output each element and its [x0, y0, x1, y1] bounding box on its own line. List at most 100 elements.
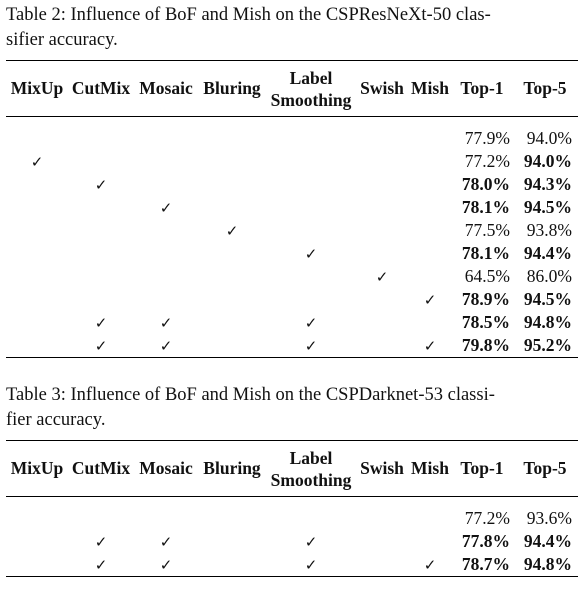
check-cell	[266, 150, 356, 173]
check-cell	[356, 173, 408, 196]
check-cell	[6, 553, 68, 577]
table3: MixUp CutMix Mosaic Bluring Label Smooth…	[6, 440, 578, 577]
check-cell	[356, 507, 408, 530]
top5-value: 94.0%	[526, 128, 572, 149]
check-cell: ✓	[408, 553, 452, 577]
header-mosaic: Mosaic	[134, 60, 198, 117]
header-top1: Top-1	[452, 440, 512, 497]
top1-value: 77.5%	[464, 220, 510, 241]
header-top1: Top-1	[452, 60, 512, 117]
check-cell	[198, 334, 266, 358]
check-cell	[356, 150, 408, 173]
check-cell	[134, 507, 198, 530]
check-cell	[68, 219, 134, 242]
header-label-line2: Smoothing	[270, 89, 352, 110]
check-cell: ✓	[68, 173, 134, 196]
top1-value: 64.5%	[464, 266, 510, 287]
checkmark-icon: ✓	[94, 555, 108, 574]
header-mish: Mish	[408, 440, 452, 497]
checkmark-icon: ✓	[304, 555, 318, 574]
checkmark-icon: ✓	[304, 336, 318, 355]
spacer-cell	[6, 117, 578, 128]
top1-value: 78.7%	[461, 554, 510, 575]
check-cell	[356, 311, 408, 334]
table-row: ✓ 78.1% 94.4%	[6, 242, 578, 265]
header-cutmix: CutMix	[68, 440, 134, 497]
checkmark-icon: ✓	[94, 313, 108, 332]
checkmark-icon: ✓	[375, 267, 389, 286]
table-row: ✓ ✓ ✓ ✓ 78.7% 94.8%	[6, 553, 578, 577]
check-cell	[68, 127, 134, 150]
check-cell: ✓	[198, 219, 266, 242]
header-label-line1: Label	[289, 447, 333, 468]
check-cell: ✓	[266, 530, 356, 553]
checkmark-icon: ✓	[94, 175, 108, 194]
check-cell	[198, 173, 266, 196]
checkmark-icon: ✓	[159, 336, 173, 355]
check-cell	[408, 173, 452, 196]
check-cell	[356, 196, 408, 219]
check-cell	[6, 173, 68, 196]
check-cell	[266, 288, 356, 311]
top1-value: 78.5%	[461, 312, 510, 333]
checkmark-icon: ✓	[159, 198, 173, 217]
table3-body: 77.2% 93.6% ✓ ✓ ✓ 77.8% 94.4% ✓ ✓ ✓ ✓ 78.7% 94.8%	[6, 497, 578, 577]
check-cell	[6, 127, 68, 150]
top5-value: 86.0%	[526, 266, 572, 287]
check-cell: ✓	[6, 150, 68, 173]
check-cell	[134, 242, 198, 265]
header-label-smoothing: Label Smoothing	[266, 60, 356, 117]
header-top5: Top-5	[512, 60, 578, 117]
check-cell	[198, 150, 266, 173]
check-cell	[266, 219, 356, 242]
checkmark-icon: ✓	[159, 555, 173, 574]
table-row: ✓ 78.9% 94.5%	[6, 288, 578, 311]
check-cell	[408, 127, 452, 150]
check-cell	[408, 150, 452, 173]
check-cell	[356, 530, 408, 553]
top1-value: 78.0%	[461, 174, 510, 195]
table-row: 77.2% 93.6%	[6, 507, 578, 530]
header-mixup: MixUp	[6, 60, 68, 117]
check-cell	[266, 127, 356, 150]
header-label-smoothing: Label Smoothing	[266, 440, 356, 497]
check-cell: ✓	[134, 334, 198, 358]
header-bluring: Bluring	[198, 60, 266, 117]
check-cell	[198, 530, 266, 553]
check-cell: ✓	[134, 530, 198, 553]
check-cell	[408, 311, 452, 334]
checkmark-icon: ✓	[304, 313, 318, 332]
spacer-cell	[6, 497, 578, 508]
check-cell	[68, 507, 134, 530]
checkmark-icon: ✓	[159, 313, 173, 332]
check-cell	[134, 219, 198, 242]
check-cell	[266, 173, 356, 196]
check-cell	[6, 219, 68, 242]
table2-caption: Table 2: Influence of BoF and Mish on th…	[6, 3, 578, 53]
table-row: ✓ 77.5% 93.8%	[6, 219, 578, 242]
table2-body: 77.9% 94.0% ✓ 77.2% 94.0% ✓ 78.0% 94.3% ✓ 78.1% 94…	[6, 117, 578, 358]
check-cell: ✓	[266, 334, 356, 358]
top1-value: 78.1%	[461, 243, 510, 264]
table-row: ✓ 78.1% 94.5%	[6, 196, 578, 219]
check-cell: ✓	[408, 288, 452, 311]
check-cell	[198, 507, 266, 530]
check-cell	[408, 507, 452, 530]
header-mixup: MixUp	[6, 440, 68, 497]
check-cell: ✓	[134, 196, 198, 219]
spacer-row	[6, 497, 578, 508]
check-cell	[6, 242, 68, 265]
top1-value: 79.8%	[461, 335, 510, 356]
check-cell	[198, 242, 266, 265]
check-cell	[198, 265, 266, 288]
check-cell	[134, 288, 198, 311]
check-cell	[266, 265, 356, 288]
checkmark-icon: ✓	[423, 555, 437, 574]
check-cell	[68, 150, 134, 173]
checkmark-icon: ✓	[304, 244, 318, 263]
check-cell: ✓	[266, 311, 356, 334]
check-cell	[356, 334, 408, 358]
top5-value: 94.5%	[523, 289, 572, 310]
checkmark-icon: ✓	[423, 336, 437, 355]
